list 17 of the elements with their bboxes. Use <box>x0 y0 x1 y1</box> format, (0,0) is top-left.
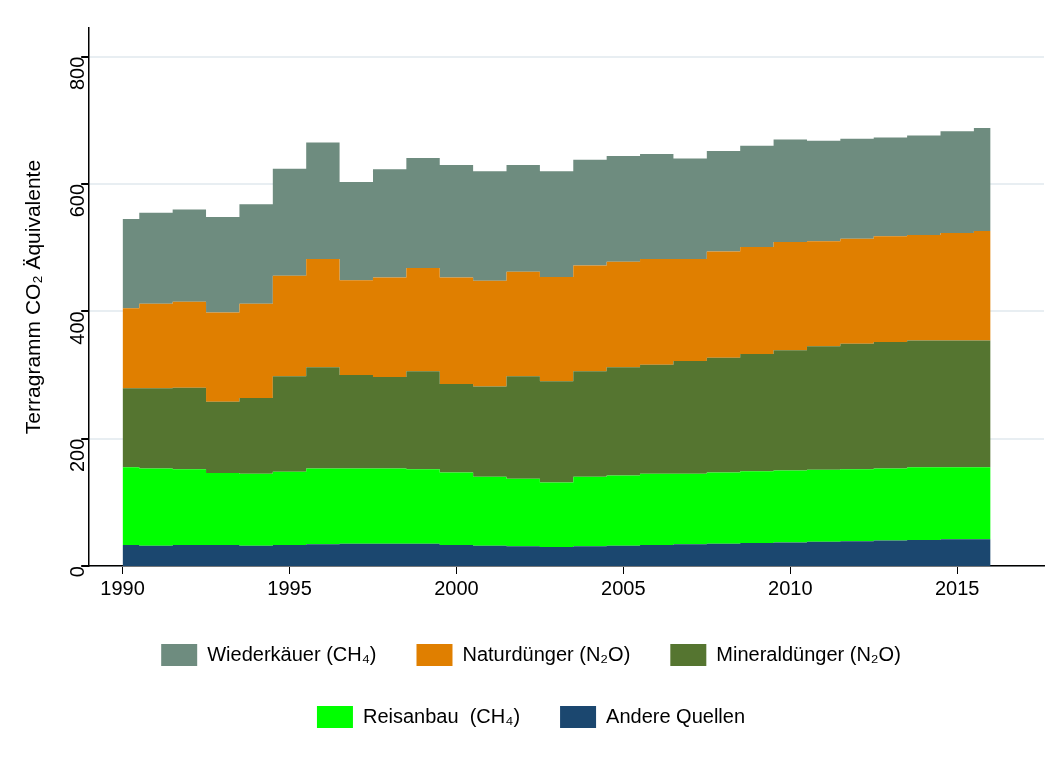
y-axis-title: Terragramm CO₂ Äquivalente <box>21 159 45 435</box>
x-tick-label: 2010 <box>768 576 813 599</box>
x-tick-label: 1995 <box>267 576 312 599</box>
y-tick-label: 800 <box>65 56 88 91</box>
y-tick-label: 400 <box>65 311 88 345</box>
x-tick-label: 2015 <box>934 576 980 599</box>
y-tick-label: 0 <box>65 566 88 578</box>
y-tick-label: 600 <box>65 183 88 218</box>
legend-label: Wiederkäuer (CH₄) <box>207 642 377 665</box>
x-tick-label: 1990 <box>100 576 145 599</box>
y-tick-label: 200 <box>65 438 88 473</box>
x-tick-label: 2000 <box>434 576 479 599</box>
legend-label: Andere Quellen <box>606 704 746 727</box>
legend-label: Mineraldünger (N₂O) <box>716 642 901 665</box>
legend-label: Naturdünger (N₂O) <box>462 642 631 665</box>
x-tick-label: 2005 <box>601 576 646 599</box>
legend-label: Reisanbau (CH₄) <box>362 704 521 727</box>
